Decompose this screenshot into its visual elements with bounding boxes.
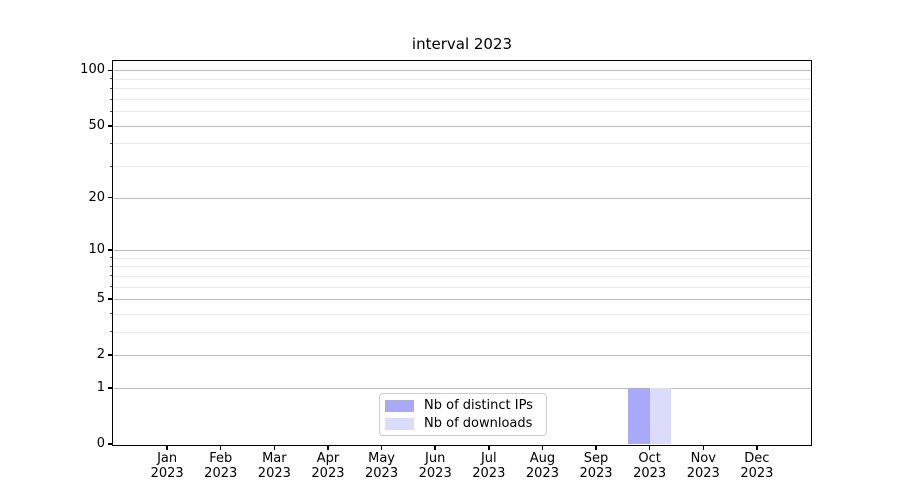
y-tick-label: 100 <box>80 62 105 78</box>
legend-label-downloads: Nb of downloads <box>424 415 533 431</box>
x-tick-label: Feb 2023 <box>191 451 251 481</box>
x-tick-label-line: 2023 <box>418 466 452 481</box>
x-tick <box>541 445 544 450</box>
x-tick-label-line: Jun <box>425 451 446 466</box>
x-tick-label-line: Dec <box>744 451 770 466</box>
y-tick-label: 10 <box>88 241 105 257</box>
y-tick-label: 50 <box>88 117 105 133</box>
x-tick-label: May 2023 <box>352 451 412 481</box>
x-tick-label-line: Nov <box>690 451 716 466</box>
y-tick-label: 1 <box>96 379 105 395</box>
x-tick-label-line: Feb <box>209 451 233 466</box>
x-tick <box>166 445 168 450</box>
x-tick <box>273 445 276 450</box>
x-tick-label-line: 2023 <box>311 466 345 481</box>
x-tick-label-line: Jul <box>480 451 497 466</box>
x-tick-label-line: 2023 <box>740 466 774 481</box>
x-tick-label-line: 2023 <box>579 466 613 481</box>
x-tick-label: Apr 2023 <box>298 451 358 481</box>
y-tick-label: 2 <box>96 347 105 363</box>
x-tick-label-line: 2023 <box>365 466 399 481</box>
x-tick-label: Oct 2023 <box>620 451 680 481</box>
x-tick <box>380 445 383 450</box>
x-tick-label: Aug 2023 <box>512 451 572 481</box>
x-tick-label-line: 2023 <box>472 466 506 481</box>
x-tick-label-line: Oct <box>638 451 661 466</box>
x-tick-label-line: 2023 <box>257 466 291 481</box>
x-tick-label-line: Aug <box>529 451 556 466</box>
x-tick-label-line: May <box>368 451 395 466</box>
x-tick <box>488 445 490 450</box>
legend-swatch-distinct-ips <box>385 399 414 412</box>
x-tick <box>327 445 329 450</box>
plot-area <box>112 60 812 446</box>
x-tick-label-line: Apr <box>316 451 340 466</box>
x-tick-label-line: 2023 <box>686 466 720 481</box>
legend-item-distinct-ips: Nb of distinct IPs <box>385 397 546 413</box>
x-tick-label-line: 2023 <box>204 466 238 481</box>
x-tick-label-line: Jan <box>157 451 178 466</box>
x-tick-label: Sep 2023 <box>566 451 626 481</box>
x-tick <box>434 445 436 450</box>
x-tick-label: Dec 2023 <box>727 451 787 481</box>
x-tick-label-line: Sep <box>583 451 609 466</box>
x-tick-label: Mar 2023 <box>244 451 304 481</box>
x-tick-label: Jan 2023 <box>137 451 197 481</box>
legend: Nb of distinct IPs Nb of downloads <box>379 393 547 436</box>
x-tick <box>219 445 222 450</box>
legend-item-downloads: Nb of downloads <box>385 415 546 431</box>
x-tick <box>648 445 651 450</box>
legend-label-distinct-ips: Nb of distinct IPs <box>424 397 533 413</box>
x-tick-label: Jul 2023 <box>459 451 519 481</box>
x-tick-label-line: 2023 <box>525 466 559 481</box>
x-tick <box>756 445 758 450</box>
x-tick-label-line: 2023 <box>633 466 667 481</box>
x-tick-label-line: Mar <box>262 451 287 466</box>
legend-swatch-downloads <box>385 417 414 430</box>
x-tick-label: Nov 2023 <box>673 451 733 481</box>
y-tick-label: 0 <box>96 436 105 451</box>
x-tick <box>595 445 597 450</box>
x-tick-label: Jun 2023 <box>405 451 465 481</box>
x-tick-label-line: 2023 <box>150 466 184 481</box>
y-tick-label: 20 <box>88 189 105 205</box>
x-tick <box>702 445 705 450</box>
y-tick-label: 5 <box>96 290 105 306</box>
chart-title: interval 2023 <box>411 35 513 53</box>
